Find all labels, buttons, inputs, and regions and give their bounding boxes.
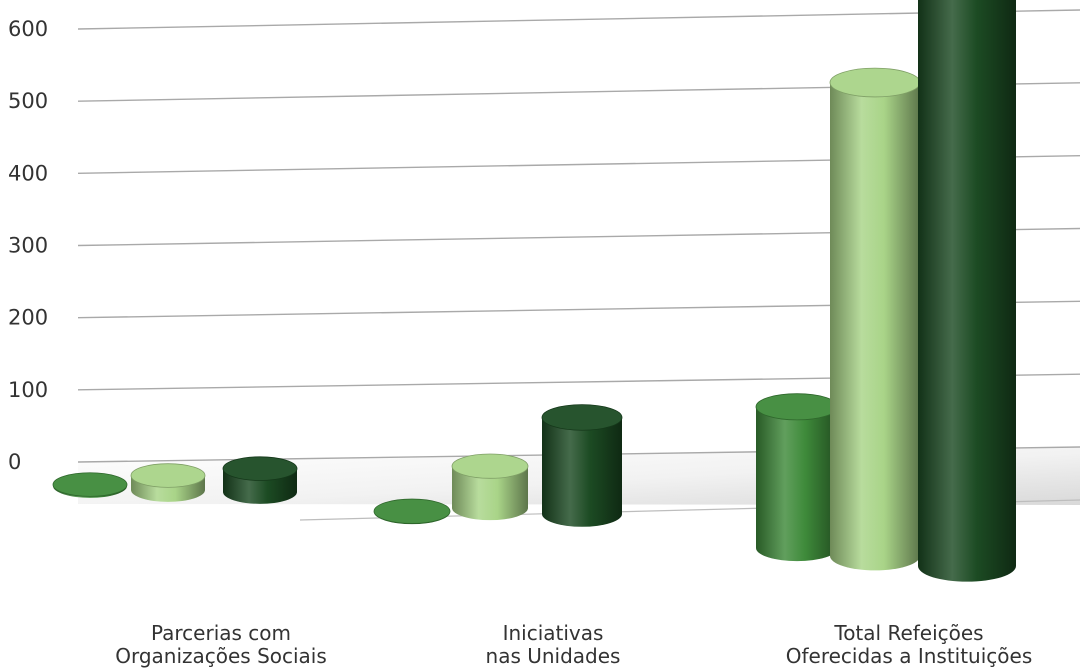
y-tick-label: 200 <box>8 306 48 330</box>
bar-top <box>755 393 839 421</box>
y-tick-label: 500 <box>8 89 48 113</box>
y-tick-label: 100 <box>8 378 48 402</box>
bar-top <box>829 67 921 98</box>
y-tick-label: 600 <box>8 17 48 41</box>
x-tick-label: Iniciativas nas Unidades <box>486 621 621 668</box>
bar-top <box>541 404 623 431</box>
x-axis-labels: Parcerias com Organizações Sociais Iniciat… <box>115 621 1032 668</box>
y-tick-label: 300 <box>8 234 48 258</box>
bar-body <box>830 82 920 571</box>
x-tick-label: Total Refeições Oferecidas a Instituições <box>786 621 1033 668</box>
bar-top <box>373 498 451 524</box>
x-tick-label: Parcerias com Organizações Sociais <box>115 621 327 668</box>
y-axis-ticks: 0 100 200 300 400 500 600 <box>8 17 48 474</box>
bar-top <box>130 463 206 488</box>
y-tick-label: 0 <box>8 450 21 474</box>
bar-top <box>451 453 529 479</box>
bars <box>52 0 1016 582</box>
bar-body <box>452 466 528 521</box>
y-tick-label: 400 <box>8 161 48 185</box>
bar-top <box>222 456 298 481</box>
bar-body <box>756 406 838 562</box>
bar-top <box>52 472 128 497</box>
bar-body <box>542 417 622 527</box>
gridline <box>77 9 1080 30</box>
bar-body <box>918 0 1016 582</box>
